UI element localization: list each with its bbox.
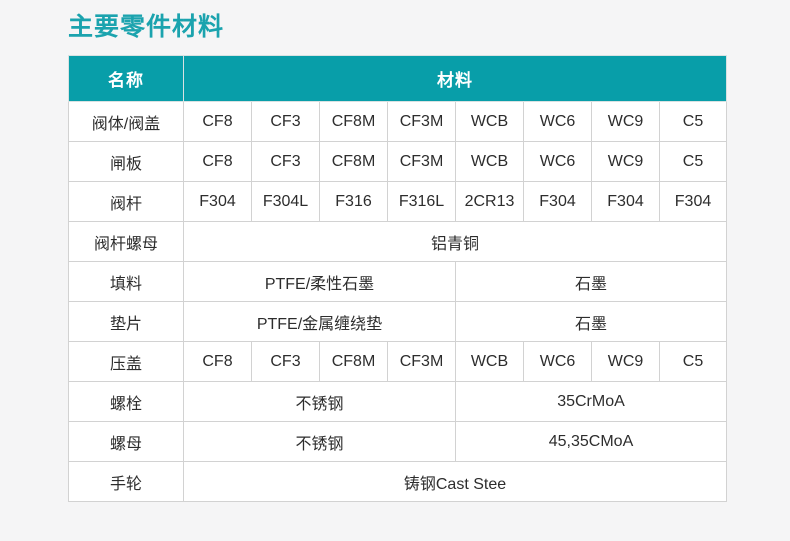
material-cell: F316L [387, 181, 456, 222]
header-row: 名称 材料 [68, 55, 727, 102]
material-cell: 石墨 [455, 301, 727, 342]
row-label: 填料 [68, 261, 184, 302]
table-row: 压盖 CF8 CF3 CF8M CF3M WCB WC6 WC9 C5 [68, 341, 727, 382]
page-title: 主要零件材料 [68, 13, 225, 41]
material-cell: WC6 [523, 141, 592, 182]
material-cell: WC6 [523, 101, 592, 142]
material-cell: 不锈钢 [183, 421, 456, 462]
material-cell: CF3M [387, 341, 456, 382]
row-label: 压盖 [68, 341, 184, 382]
material-cell: 石墨 [455, 261, 727, 302]
material-cell: CF8M [319, 341, 388, 382]
table-row: 螺母 不锈钢 45,35CMoA [68, 421, 727, 462]
table-row: 螺栓 不锈钢 35CrMoA [68, 381, 727, 422]
header-name: 名称 [68, 55, 184, 102]
material-cell: F304 [183, 181, 252, 222]
row-label: 闸板 [68, 141, 184, 182]
material-cell: 不锈钢 [183, 381, 456, 422]
material-cell: 铸钢Cast Stee [183, 461, 727, 502]
material-cell: WC6 [523, 341, 592, 382]
material-cell: WCB [455, 141, 524, 182]
material-cell: C5 [659, 141, 727, 182]
materials-table: 名称 材料 阀体/阀盖 CF8 CF3 CF8M CF3M WCB WC6 WC… [68, 55, 727, 502]
table-row: 阀杆螺母 铝青铜 [68, 221, 727, 262]
material-cell: CF8M [319, 141, 388, 182]
row-label: 阀杆 [68, 181, 184, 222]
row-label: 垫片 [68, 301, 184, 342]
table-row: 阀杆 F304 F304L F316 F316L 2CR13 F304 F304… [68, 181, 727, 222]
row-label: 螺栓 [68, 381, 184, 422]
table-row: 手轮 铸钢Cast Stee [68, 461, 727, 502]
material-cell: CF3 [251, 101, 320, 142]
material-cell: 2CR13 [455, 181, 524, 222]
material-cell: C5 [659, 101, 727, 142]
material-cell: CF3M [387, 141, 456, 182]
material-cell: WC9 [591, 341, 660, 382]
row-label: 阀杆螺母 [68, 221, 184, 262]
material-cell: CF3M [387, 101, 456, 142]
row-label: 阀体/阀盖 [68, 101, 184, 142]
material-cell: 45,35CMoA [455, 421, 727, 462]
materials-table-container: 名称 材料 阀体/阀盖 CF8 CF3 CF8M CF3M WCB WC6 WC… [68, 55, 790, 502]
table-row: 闸板 CF8 CF3 CF8M CF3M WCB WC6 WC9 C5 [68, 141, 727, 182]
table-row: 填料 PTFE/柔性石墨 石墨 [68, 261, 727, 302]
material-cell: WC9 [591, 141, 660, 182]
material-cell: CF3 [251, 141, 320, 182]
material-cell: F316 [319, 181, 388, 222]
material-cell: WCB [455, 101, 524, 142]
table-row: 阀体/阀盖 CF8 CF3 CF8M CF3M WCB WC6 WC9 C5 [68, 101, 727, 142]
material-cell: F304 [523, 181, 592, 222]
material-cell: WCB [455, 341, 524, 382]
material-cell: PTFE/金属缠绕垫 [183, 301, 456, 342]
material-cell: CF8 [183, 141, 252, 182]
material-cell: 35CrMoA [455, 381, 727, 422]
material-cell: CF8 [183, 341, 252, 382]
material-cell: CF8 [183, 101, 252, 142]
material-cell: CF8M [319, 101, 388, 142]
material-cell: C5 [659, 341, 727, 382]
header-material: 材料 [183, 55, 727, 102]
table-row: 垫片 PTFE/金属缠绕垫 石墨 [68, 301, 727, 342]
row-label: 螺母 [68, 421, 184, 462]
material-cell: F304L [251, 181, 320, 222]
material-cell: F304 [659, 181, 727, 222]
material-cell: WC9 [591, 101, 660, 142]
material-cell: PTFE/柔性石墨 [183, 261, 456, 302]
material-cell: F304 [591, 181, 660, 222]
material-cell: CF3 [251, 341, 320, 382]
material-cell: 铝青铜 [183, 221, 727, 262]
row-label: 手轮 [68, 461, 184, 502]
